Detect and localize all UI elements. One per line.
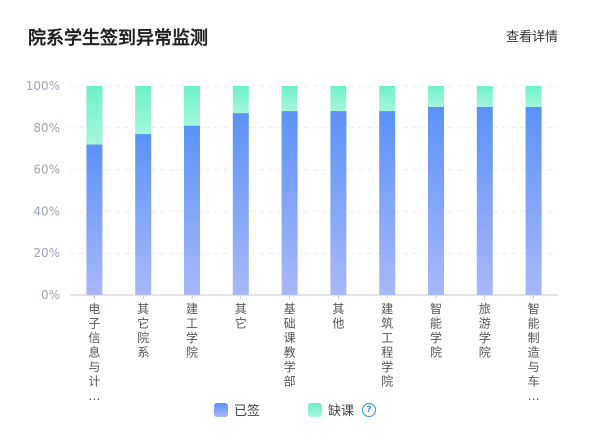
bar-absent [476,86,493,107]
bar-absent [86,86,103,145]
x-category-label: 它 [235,316,247,331]
bar-absent [135,86,152,135]
x-category-label: 学 [381,359,393,374]
x-category-label: 建 [186,302,198,316]
x-category-label: 能 [528,317,540,331]
legend-swatch-signed [213,402,228,417]
x-category-label: 基 [284,302,296,316]
bar-signed [232,113,249,295]
bar-signed [428,106,444,296]
x-category-label: 计 [88,375,100,389]
bar-signed [135,134,152,295]
legend-label-signed: 已签 [233,404,260,419]
x-category-label: 础 [284,317,296,331]
x-category-label: 游 [479,317,491,331]
x-category-label: 制 [528,331,540,345]
x-category-label: 学 [284,359,296,374]
bar-absent [379,86,396,112]
x-category-label: 旅 [479,302,491,316]
x-category-label: … [88,389,100,400]
x-category-label: 部 [284,374,296,389]
bar-signed [281,111,298,295]
bar-absent [184,86,200,126]
bar-absent [232,86,249,114]
x-category-label: 智 [430,301,442,316]
bar-absent [281,86,298,112]
x-category-label: 造 [528,346,540,360]
x-category-label: 学 [479,330,491,345]
bar-absent [330,86,347,112]
x-category-label: 其 [235,302,247,316]
x-category-label: 院 [479,346,491,360]
view-details-link[interactable]: 查看详情 [505,30,558,45]
x-category-label: 其 [137,302,149,316]
bar-signed [330,111,347,295]
chart-legend: 已签 缺课 ? [0,400,590,419]
x-category-label: 学 [430,330,442,345]
y-tick-label: 20% [33,246,60,260]
chart-title: 院系学生签到异常监测 [28,28,208,49]
x-category-label: 院 [137,331,149,345]
bar-signed [86,144,103,295]
x-category-label: 电 [88,302,100,316]
x-category-label: 工 [381,331,393,345]
y-tick-label: 40% [33,204,60,218]
bar-absent [428,86,444,107]
y-tick-label: 100% [26,79,60,93]
x-category-label: 建 [381,302,393,316]
bar-signed [525,106,542,296]
x-category-label: 息 [88,345,100,360]
legend-item-signed[interactable]: 已签 [213,400,260,419]
x-category-label: 教 [284,345,296,360]
x-category-label: 课 [284,331,296,345]
bar-signed [379,111,396,295]
stacked-bar-chart: 0%20%40%60%80%100%电子信息与计…其它院系建工学院其它基础课教学… [26,79,558,400]
x-category-label: 能 [430,317,442,331]
x-category-label: 智 [528,301,540,316]
x-category-label: 工 [186,317,198,331]
x-category-label: 信 [88,331,100,345]
y-tick-label: 0% [41,288,60,302]
x-category-label: 程 [381,345,393,360]
x-category-label: 它 [137,316,149,331]
bar-signed [184,125,200,296]
x-category-label: 与 [528,360,540,374]
x-category-label: 他 [332,317,344,331]
x-category-label: 其 [332,302,344,316]
x-category-label: 筑 [381,316,393,331]
y-tick-label: 60% [33,163,60,177]
x-category-label: 院 [186,346,198,360]
x-category-label: 车 [528,374,540,389]
x-category-label: … [528,389,540,400]
x-category-label: 与 [88,360,100,374]
legend-item-absent[interactable]: 缺课 ? [308,400,377,419]
y-tick-label: 80% [33,121,60,135]
bar-absent [525,86,542,107]
x-category-label: 院 [430,346,442,360]
help-icon[interactable]: ? [362,402,377,417]
legend-swatch-absent [308,402,322,417]
legend-label-absent: 缺课 [328,404,355,419]
x-category-label: 院 [381,375,393,389]
x-category-label: 子 [88,317,100,331]
bar-signed [476,106,493,296]
x-category-label: 系 [137,346,149,360]
x-category-label: 学 [186,330,198,345]
